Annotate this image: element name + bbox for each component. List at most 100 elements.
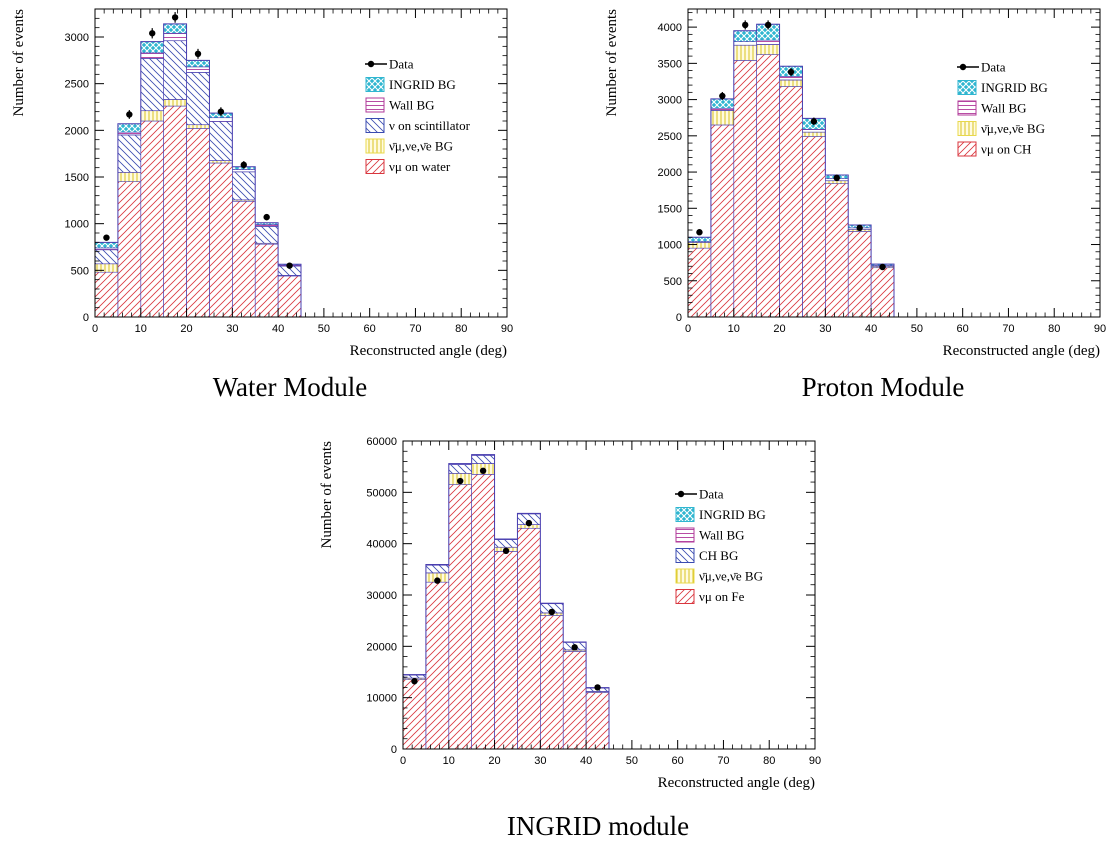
legend-label: Wall BG [389, 98, 435, 113]
bar-anti [779, 79, 803, 87]
y-tick-label: 500 [664, 276, 682, 288]
legend-swatch-anti [957, 121, 977, 136]
x-tick-label: 50 [318, 323, 330, 335]
data-point [787, 68, 795, 76]
legend-data-marker [959, 63, 967, 71]
data-point [571, 644, 578, 651]
caption-ingrid: INGRID module [506, 811, 690, 841]
x-axis-title: Reconstructed angle (deg) [943, 343, 1100, 359]
bar-signal [540, 615, 564, 750]
bar-wall [756, 39, 780, 45]
x-tick-label: 10 [728, 323, 740, 335]
bar-signal [448, 484, 472, 750]
legend: Data INGRID BG Wall BG CH BG ν̄μ,νe,ν̄e BG νμ… [675, 487, 766, 604]
y-axis-title: Number of events [604, 9, 620, 117]
bar-anti [733, 44, 757, 61]
bar-anti [209, 160, 233, 164]
bar-signal [870, 267, 895, 318]
legend-swatch-ingrid [957, 80, 977, 95]
x-tick-label: 70 [1002, 323, 1014, 335]
data-point [810, 118, 818, 125]
bar-ingrid [117, 123, 142, 133]
legend-data-marker [367, 60, 375, 68]
bar-signal [847, 231, 872, 318]
x-tick-label: 50 [911, 323, 923, 335]
y-tick-label: 30000 [366, 590, 397, 602]
chart-ingrid: 0 10 20 30 40 50 60 70 80 90 0 10000 20000 30000 40000… [319, 436, 821, 791]
y-tick-label: 3500 [658, 58, 682, 70]
data-point [833, 174, 840, 182]
bar-signal [756, 54, 780, 318]
data-point [479, 467, 487, 474]
bar-ingrid [140, 41, 164, 54]
bar-anti [186, 124, 210, 129]
x-tick-label: 50 [626, 755, 638, 767]
bar-wall [710, 107, 735, 111]
x-tick-label: 10 [135, 323, 147, 335]
x-axis-title: Reconstructed angle (deg) [658, 775, 815, 791]
bar-wall [163, 32, 187, 42]
y-tick-label: 1500 [65, 172, 89, 184]
legend-label: Wall BG [699, 528, 745, 543]
bar-scint [254, 226, 279, 244]
bar-ingrid [733, 30, 757, 42]
bar-signal [94, 271, 119, 318]
y-tick-label: 2000 [65, 125, 89, 137]
plot-frame [94, 8, 508, 318]
legend-label: CH BG [699, 548, 738, 563]
legend-swatch-signal [675, 589, 695, 604]
y-tick-label: 1000 [658, 240, 682, 252]
x-tick-label: 80 [455, 323, 467, 335]
bar-signal [825, 183, 849, 318]
data-point [594, 684, 601, 691]
x-tick-label: 30 [819, 323, 831, 335]
bar-scint [163, 40, 187, 100]
x-tick-label: 80 [1048, 323, 1060, 335]
bar-scint [209, 121, 233, 161]
data-point [719, 92, 726, 100]
data-point [696, 229, 703, 236]
bar-anti [94, 263, 119, 273]
caption-water: Water Module [212, 372, 368, 402]
bar-chbg [448, 464, 472, 474]
x-tick-label: 90 [1094, 323, 1106, 335]
legend-swatch-chbg [675, 548, 695, 563]
x-tick-label: 30 [226, 323, 238, 335]
y-axis-title: Number of events [319, 441, 335, 549]
bar-ingrid [94, 242, 119, 249]
bar-anti [140, 110, 164, 122]
bar-signal [140, 120, 164, 318]
x-tick-label: 40 [865, 323, 877, 335]
bar-signal [232, 200, 256, 318]
bar-signal [163, 105, 187, 318]
bar-signal [277, 275, 302, 318]
legend-swatch-scint [365, 118, 385, 133]
bar-anti [802, 131, 826, 137]
bar-signal [802, 136, 826, 318]
x-tick-label: 0 [92, 323, 98, 335]
data-point [742, 21, 749, 29]
legend-swatch-wall [365, 97, 385, 113]
legend-label: Wall BG [981, 101, 1027, 116]
x-tick-label: 70 [409, 323, 421, 335]
legend-label: INGRID BG [389, 77, 456, 92]
x-tick-label: 60 [364, 323, 376, 335]
bar-signal [254, 243, 279, 318]
bar-wall [232, 169, 256, 173]
bar-chbg [471, 455, 495, 464]
x-tick-label: 70 [717, 755, 729, 767]
bar-anti [825, 180, 849, 184]
caption-proton: Proton Module [801, 372, 965, 402]
legend-label: Data [981, 60, 1006, 75]
legend-label: Data [389, 57, 414, 72]
bar-scint [117, 134, 142, 173]
data-point [548, 608, 555, 616]
bar-ingrid [687, 236, 712, 242]
y-tick-label: 40000 [366, 539, 397, 551]
bar-ingrid [710, 98, 735, 109]
y-tick-label: 500 [71, 265, 89, 277]
chart-proton: 0 10 20 30 40 50 60 70 80 90 0 500 1000 1500 2000 2500 3… [604, 8, 1106, 359]
x-axis-title: Reconstructed angle (deg) [350, 343, 507, 359]
legend-label: ν̄μ,νe,ν̄e BG [981, 121, 1045, 136]
